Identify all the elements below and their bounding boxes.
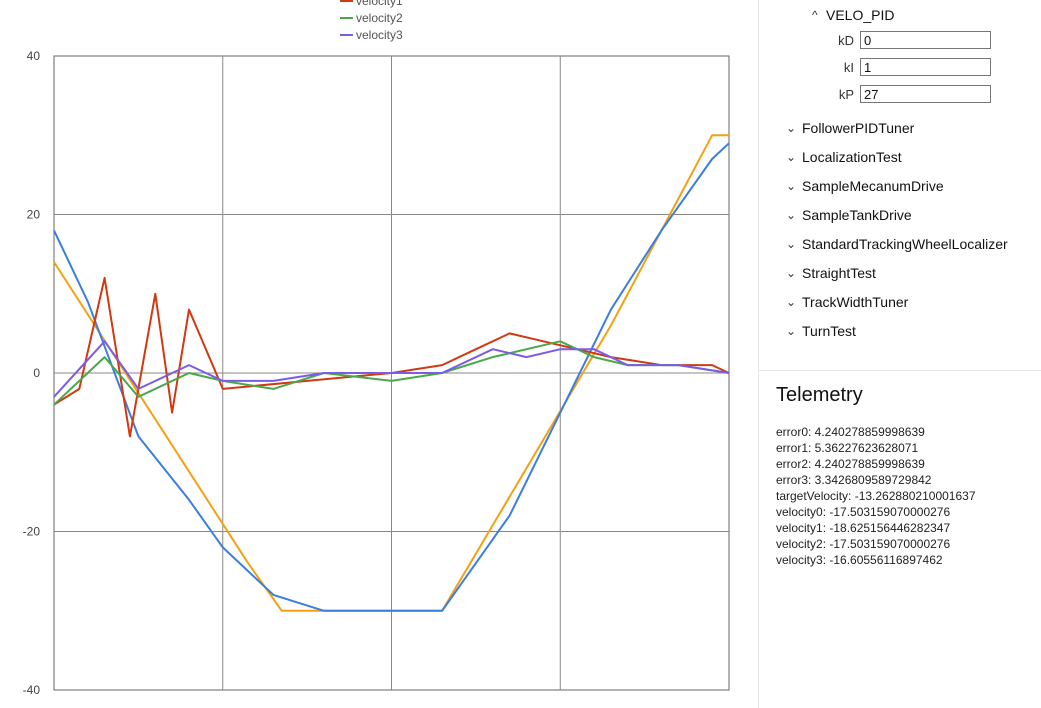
field-label-ki: kI [843,59,854,75]
chevron-down-icon: ⌄ [786,324,797,338]
chevron-down-icon: ⌄ [786,121,797,135]
config-item-sampletankdrive[interactable]: ⌄ SampleTankDrive [786,207,912,223]
chevron-up-icon: ^ [812,8,818,22]
config-group-title: VELO_PID [826,7,895,23]
config-item-label: StraightTest [802,265,876,281]
telemetry-line-error3: error3: 3.3426809589729842 [776,473,932,487]
legend-item-velocity3: velocity3 [340,26,403,43]
chevron-down-icon: ⌄ [786,237,797,251]
chevron-down-icon: ⌄ [786,266,797,280]
config-item-label: LocalizationTest [802,149,902,165]
config-item-label: FollowerPIDTuner [802,120,915,136]
telemetry-title: Telemetry [776,384,863,406]
field-row-kp: kP [830,85,991,103]
config-item-straighttest[interactable]: ⌄ StraightTest [786,265,876,281]
legend-item-velocity2: velocity2 [340,9,403,26]
telemetry-line-velocity3: velocity3: -16.60556116897462 [776,553,943,567]
config-item-label: TrackWidthTuner [802,294,909,310]
telemetry-line-target-velocity: targetVelocity: -13.262880210001637 [776,489,976,503]
chevron-down-icon: ⌄ [786,208,797,222]
y-tick-label: -20 [23,525,41,539]
chevron-down-icon: ⌄ [786,179,797,193]
legend-label-velocity2: velocity2 [356,10,403,25]
chart-legend: velocity1 velocity2 velocity3 [340,0,403,43]
config-item-standardtrackingwheellocalizer[interactable]: ⌄ StandardTrackingWheelLocalizer [786,236,1008,252]
telemetry-line-error0: error0: 4.240278859998639 [776,425,925,439]
legend-item-velocity1: velocity1 [340,0,403,9]
series-line-velocity0 [53,142,730,612]
velocity-chart: 40 20 0 -20 -40 [23,49,730,697]
telemetry-line-error1: error1: 5.36227623628071 [776,441,919,455]
panel-divider-vertical [758,0,759,708]
telemetry-line-velocity2: velocity2: -17.503159070000276 [776,537,951,551]
y-tick-label: 0 [33,366,40,380]
series-line-velocity3 [53,340,730,398]
field-row-kd: kD [830,31,991,49]
graph-panel: 40 20 0 -20 -40 velocity1 velocity2 velocity… [23,0,730,697]
panel-divider-horizontal [759,370,1041,371]
y-tick-label: 20 [27,208,41,222]
config-group-velo-pid[interactable]: ^ VELO_PID [812,7,894,23]
config-item-localizationtest[interactable]: ⌄ LocalizationTest [786,149,902,165]
legend-label-velocity1: velocity1 [356,0,403,8]
series-line-velocity2 [53,340,730,406]
legend-label-velocity3: velocity3 [356,27,403,42]
chevron-down-icon: ⌄ [786,150,797,164]
field-label-kd: kD [838,32,854,48]
config-item-label: SampleMecanumDrive [802,178,944,194]
chevron-down-icon: ⌄ [786,295,797,309]
legend-swatch-velocity2 [340,16,353,19]
config-item-samplemecanumdrive[interactable]: ⌄ SampleMecanumDrive [786,178,944,194]
kd-input[interactable] [860,31,991,49]
config-item-label: TurnTest [802,323,856,339]
config-item-turntest[interactable]: ⌄ TurnTest [786,323,856,339]
telemetry-line-velocity1: velocity1: -18.625156446282347 [776,521,951,535]
field-row-ki: kI [830,58,991,76]
config-item-trackwidthtuner[interactable]: ⌄ TrackWidthTuner [786,294,908,310]
ki-input[interactable] [860,58,991,76]
legend-swatch-velocity1 [340,0,353,2]
config-item-label: StandardTrackingWheelLocalizer [802,236,1008,252]
telemetry-line-velocity0: velocity0: -17.503159070000276 [776,505,951,519]
kp-input[interactable] [860,85,991,103]
legend-swatch-velocity3 [340,33,353,36]
y-tick-label: -40 [23,683,41,697]
telemetry-panel: Telemetry error0: 4.240278859998639 erro… [776,384,1036,568]
config-item-followerpidtuner[interactable]: ⌄ FollowerPIDTuner [786,120,914,136]
config-item-label: SampleTankDrive [802,207,912,223]
field-label-kp: kP [838,86,854,102]
y-tick-label: 40 [27,49,41,63]
telemetry-line-error2: error2: 4.240278859998639 [776,457,925,471]
